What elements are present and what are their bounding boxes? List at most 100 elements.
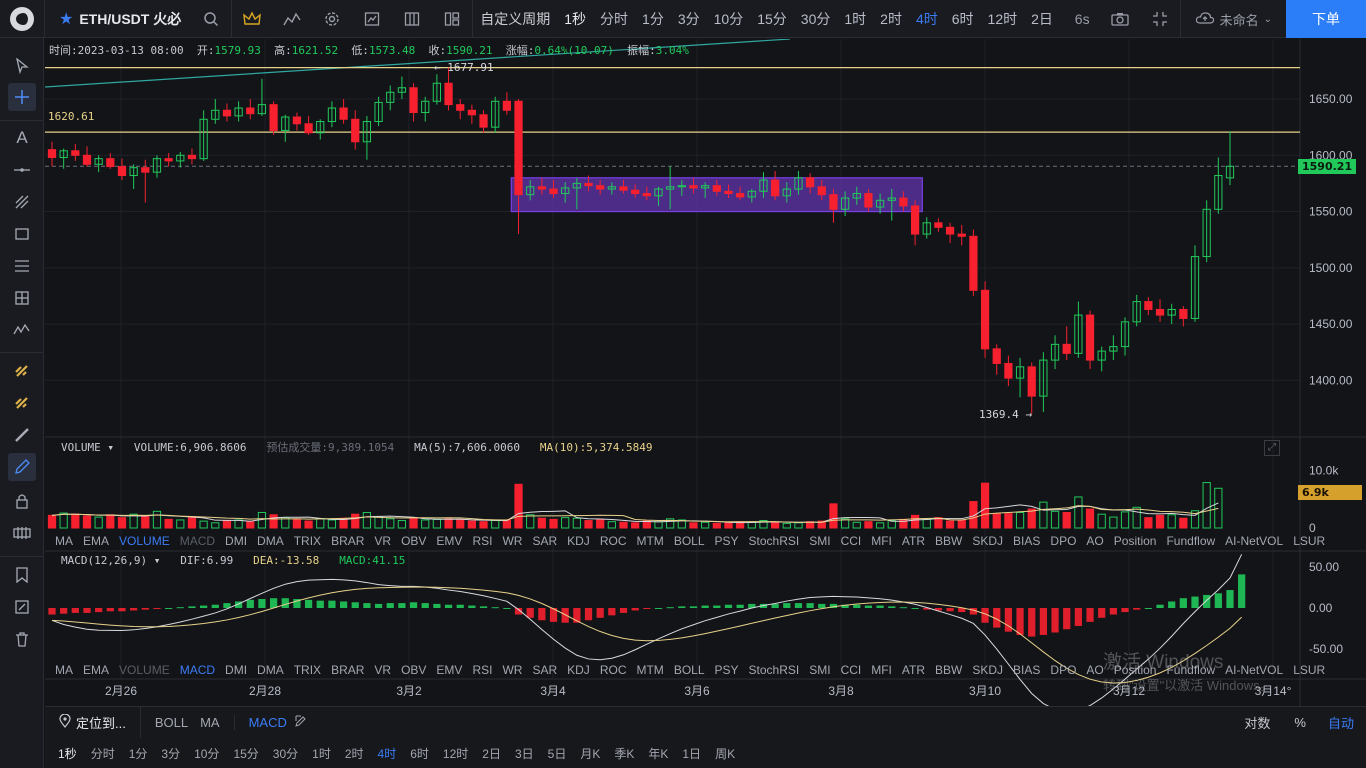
indicator-tab-bbw[interactable]: BBW (935, 534, 963, 548)
wave-pattern-icon[interactable] (8, 316, 36, 344)
indicator-tab-kdj[interactable]: KDJ (567, 663, 590, 677)
app-logo[interactable] (0, 0, 44, 38)
indicator-tab-vr[interactable]: VR (374, 663, 392, 677)
search-icon[interactable] (191, 0, 231, 38)
indicator-tab-ma[interactable]: MA (55, 534, 73, 548)
indicator-tab-cci[interactable]: CCI (840, 663, 862, 677)
bottom-period-10[interactable]: 6时 (410, 747, 429, 761)
indicator-tab-rsi[interactable]: RSI (472, 534, 493, 548)
indicator-tab-position[interactable]: Position (1113, 663, 1157, 677)
draw-pen-icon[interactable] (8, 453, 36, 481)
bottom-period-6[interactable]: 30分 (272, 747, 299, 761)
layout-icon[interactable] (432, 0, 472, 38)
lock-icon[interactable] (8, 487, 36, 515)
bottom-period-5[interactable]: 15分 (233, 747, 259, 761)
indicator-tab-fundflow[interactable]: Fundflow (1166, 534, 1216, 548)
bottom-period-7[interactable]: 1时 (312, 747, 331, 761)
percent-scale-toggle[interactable]: % (1294, 715, 1306, 730)
indicator-tab-dma[interactable]: DMA (257, 663, 284, 677)
indicator-tab-dmi[interactable]: DMI (225, 534, 248, 548)
indicator-tab-emv[interactable]: EMV (436, 534, 463, 548)
indicator-tab-mtm[interactable]: MTM (636, 663, 664, 677)
indicator-tab-boll[interactable]: BOLL (673, 663, 705, 677)
indicator-tab-ai-netvol[interactable]: AI-NetVOL (1225, 663, 1284, 677)
drawing-list-icon[interactable] (8, 593, 36, 621)
order-button[interactable]: 下单 (1286, 0, 1366, 38)
chart-type-icon[interactable] (352, 0, 392, 38)
refresh-interval[interactable]: 6s (1074, 11, 1090, 27)
bottom-period-1[interactable]: 分时 (90, 747, 115, 761)
indicator-tab-mfi[interactable]: MFI (871, 663, 892, 677)
star-icon[interactable]: ★ (59, 10, 74, 28)
chart-canvas[interactable]: 1650.00 1600.00 1550.00 1500.00 1450.00 1400.… (45, 39, 1366, 706)
indicator-tab-bbw[interactable]: BBW (935, 663, 963, 677)
period-8[interactable]: 2时 (880, 10, 902, 27)
period-5[interactable]: 15分 (757, 10, 787, 27)
indicator-tab-wr[interactable]: WR (502, 663, 523, 677)
indicator-tab-brar[interactable]: BRAR (331, 663, 365, 677)
indicator-tab-smi[interactable]: SMI (809, 534, 831, 548)
indicator-tab-smi[interactable]: SMI (809, 663, 831, 677)
rectangle-icon[interactable] (8, 220, 36, 248)
bottom-period-15[interactable]: 月K (580, 747, 601, 761)
indicator-tab-ao[interactable]: AO (1086, 534, 1104, 548)
indicator-tab-trix[interactable]: TRIX (293, 534, 322, 548)
bottom-period-2[interactable]: 1分 (128, 747, 148, 761)
indicator-tab-roc[interactable]: ROC (599, 663, 627, 677)
period-10[interactable]: 6时 (951, 10, 974, 27)
indicator-tab-trix[interactable]: TRIX (293, 663, 322, 677)
bottom-period-13[interactable]: 3日 (514, 747, 534, 761)
indicator-tab-ao[interactable]: AO (1086, 663, 1104, 677)
indicator-tab-fundflow[interactable]: Fundflow (1166, 663, 1216, 677)
period-11[interactable]: 12时 (987, 10, 1018, 27)
cursor-icon[interactable] (8, 52, 36, 80)
indicator-tab-stochrsi[interactable]: StochRSI (748, 534, 800, 548)
chevron-down-icon[interactable]: ▾ (153, 554, 161, 567)
indicator-tab-volume[interactable]: VOLUME (119, 663, 170, 677)
period-7[interactable]: 1时 (844, 10, 867, 27)
bottom-period-18[interactable]: 1日 (682, 747, 702, 761)
indicator-tab-bias[interactable]: BIAS (1013, 663, 1041, 677)
bottom-period-9[interactable]: 4时 (377, 747, 397, 761)
indicator-tab-psy[interactable]: PSY (714, 534, 739, 548)
indicator-tab-macd[interactable]: MACD (179, 534, 216, 548)
period-4[interactable]: 10分 (713, 10, 744, 27)
crosshair-icon[interactable] (8, 83, 36, 111)
indicator-tab-atr[interactable]: ATR (901, 534, 926, 548)
indicator-tab-stochrsi[interactable]: StochRSI (748, 663, 800, 677)
indicator-tab-vr[interactable]: VR (374, 534, 392, 548)
macd-title[interactable]: MACD(12,26,9) (61, 554, 148, 567)
indicator-tab-obv[interactable]: OBV (401, 534, 427, 548)
auto-scale-toggle[interactable]: 自动 (1327, 716, 1354, 731)
bottom-period-8[interactable]: 2时 (344, 747, 364, 761)
custom-period-menu[interactable]: 自定义周期 (480, 10, 551, 27)
period-3[interactable]: 3分 (677, 10, 700, 27)
indicator-tab-rsi[interactable]: RSI (472, 663, 493, 677)
locate-button[interactable]: 定位到... (45, 707, 141, 738)
indicator-tab-roc[interactable]: ROC (599, 534, 627, 548)
indicator-tab-emv[interactable]: EMV (436, 663, 463, 677)
trend-line-icon[interactable] (8, 188, 36, 216)
period-2[interactable]: 1分 (642, 10, 664, 27)
period-1[interactable]: 分时 (600, 10, 629, 27)
period-0[interactable]: 1秒 (564, 10, 587, 27)
indicator-tab-dmi[interactable]: DMI (225, 663, 248, 677)
indicator-tab-volume[interactable]: VOLUME (119, 534, 170, 548)
indicator-tab-ai-netvol[interactable]: AI-NetVOL (1225, 534, 1284, 548)
ruler-icon[interactable] (8, 421, 36, 449)
indicator-tab-lsur[interactable]: LSUR (1293, 663, 1326, 677)
indicator-tab-atr[interactable]: ATR (901, 663, 926, 677)
bottom-period-4[interactable]: 10分 (194, 747, 220, 761)
indicator-tab-dpo[interactable]: DPO (1050, 663, 1077, 677)
edit-icon[interactable] (293, 715, 307, 730)
fibonacci-icon[interactable] (8, 252, 36, 280)
period-12[interactable]: 2日 (1031, 10, 1053, 27)
indicator-tab-ema[interactable]: EMA (83, 534, 110, 548)
chart-area[interactable]: 1650.00 1600.00 1550.00 1500.00 1450.00 1400.… (45, 39, 1366, 706)
bottom-period-3[interactable]: 3分 (161, 747, 181, 761)
strong-magnet-icon[interactable] (8, 389, 36, 417)
text-tool-icon[interactable]: A (16, 128, 28, 147)
study-boll[interactable]: BOLL (154, 715, 189, 730)
bottom-period-19[interactable]: 周K (715, 747, 736, 761)
bookmark-icon[interactable] (8, 561, 36, 589)
